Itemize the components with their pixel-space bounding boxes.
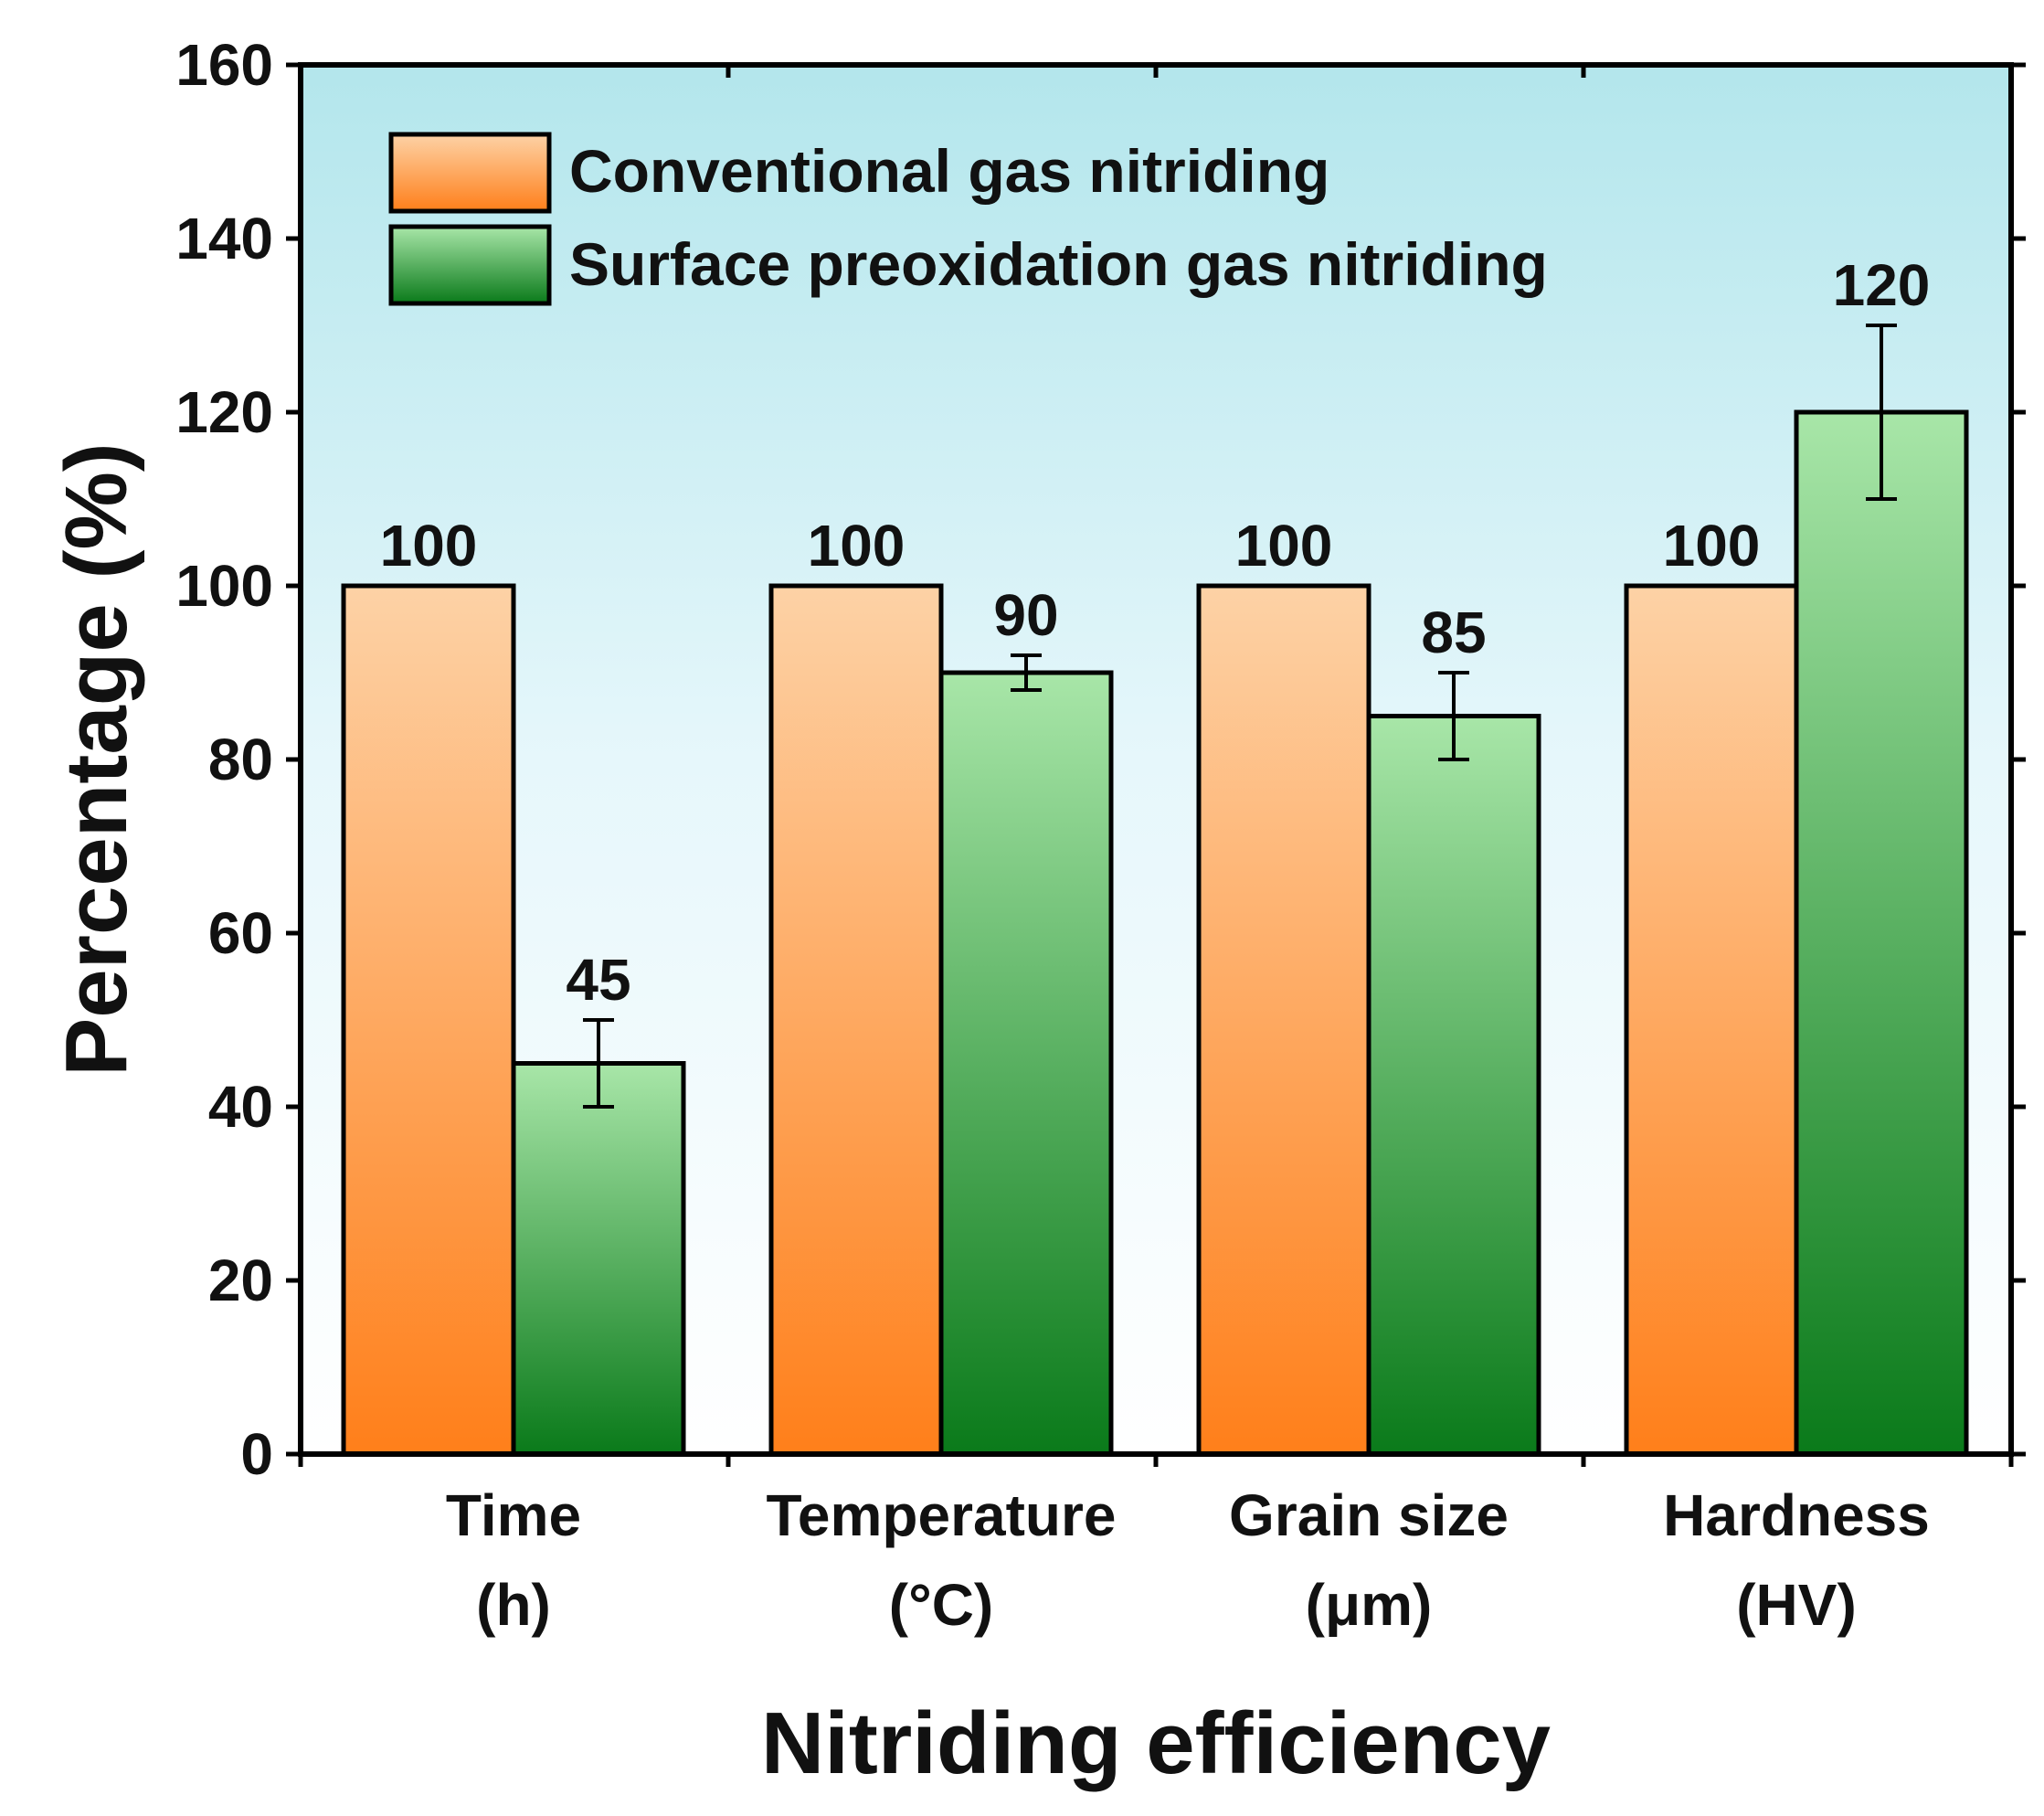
legend: Conventional gas nitriding Surface preox… xyxy=(388,132,1548,306)
bar-conventional-temperature xyxy=(768,583,944,1457)
y-tick-60: 60 xyxy=(208,900,2026,966)
y-tick-140: 140 xyxy=(175,206,2026,271)
bars-layer xyxy=(341,409,1969,1457)
y-tick-80: 80 xyxy=(208,727,2026,792)
bar-preoxidation-temperature xyxy=(938,670,1114,1457)
y-tick-label: 60 xyxy=(208,900,273,966)
value-label-preoxidation-hardness: 120 xyxy=(1833,252,1931,318)
y-tick-160: 160 xyxy=(175,32,2026,98)
bar-preoxidation-grain-size xyxy=(1366,714,1541,1457)
y-tick-40: 40 xyxy=(208,1074,2026,1140)
error-bar-hardness xyxy=(1866,324,1897,501)
y-tick-label: 0 xyxy=(240,1421,273,1487)
y-tick-100: 100 xyxy=(175,553,2026,619)
x-tick-unit-time: (h) xyxy=(476,1572,551,1638)
y-tick-label: 120 xyxy=(175,379,273,445)
value-label-conventional-grain-size: 100 xyxy=(1235,513,1333,579)
x-tick-label-time: Time xyxy=(446,1482,581,1548)
legend-swatch-preoxidation xyxy=(388,224,552,306)
y-tick-0: 0 xyxy=(240,1421,2026,1487)
error-bar-time xyxy=(583,1018,614,1109)
y-tick-label: 40 xyxy=(208,1074,273,1140)
error-bar-grain-size xyxy=(1438,671,1469,761)
y-tick-label: 160 xyxy=(175,32,273,98)
bar-preoxidation-time xyxy=(511,1061,686,1457)
legend-label-conventional: Conventional gas nitriding xyxy=(569,137,1329,205)
y-tick-120: 120 xyxy=(175,379,2026,445)
x-tick-unit-grain-size: (μm) xyxy=(1306,1572,1433,1638)
bar-conventional-time xyxy=(341,583,516,1457)
bar-preoxidation-hardness xyxy=(1794,409,1969,1457)
x-tick-label-grain-size: Grain size xyxy=(1229,1482,1509,1548)
value-label-conventional-time: 100 xyxy=(380,513,478,579)
value-label-preoxidation-temperature: 90 xyxy=(993,582,1058,648)
x-axis-label: Nitriding efficiency xyxy=(761,1694,1551,1792)
y-tick-20: 20 xyxy=(208,1248,2026,1313)
y-tick-label: 100 xyxy=(175,553,273,619)
value-labels-layer: 100 45 100 90 100 85 100 120 xyxy=(380,252,1931,1013)
x-tick-label-hardness: Hardness xyxy=(1663,1482,1930,1548)
error-bar-temperature xyxy=(1011,653,1042,692)
error-bars-layer xyxy=(583,324,1897,1109)
legend-label-preoxidation: Surface preoxidation gas nitriding xyxy=(569,230,1548,298)
value-label-conventional-hardness: 100 xyxy=(1663,513,1761,579)
value-label-conventional-temperature: 100 xyxy=(808,513,906,579)
x-axis: Time (h) Temperature (°C) Grain size (μm) Hard… xyxy=(298,65,2014,1638)
x-tick-unit-temperature: (°C) xyxy=(889,1572,993,1638)
y-axis-label: Percentage (%) xyxy=(48,442,145,1077)
x-tick-label-temperature: Temperature xyxy=(767,1482,1117,1548)
x-tick-unit-hardness: (HV) xyxy=(1736,1572,1857,1638)
y-tick-label: 140 xyxy=(175,206,273,271)
bar-conventional-grain-size xyxy=(1196,583,1371,1457)
value-label-preoxidation-time: 45 xyxy=(566,947,630,1013)
bar-conventional-hardness xyxy=(1624,583,1799,1457)
y-tick-label: 80 xyxy=(208,727,273,792)
value-label-preoxidation-grain-size: 85 xyxy=(1421,600,1486,665)
y-axis: 0 20 40 60 80 100 120 140 160 xyxy=(175,32,2026,1487)
legend-swatch-conventional xyxy=(388,132,552,214)
y-tick-label: 20 xyxy=(208,1248,273,1313)
